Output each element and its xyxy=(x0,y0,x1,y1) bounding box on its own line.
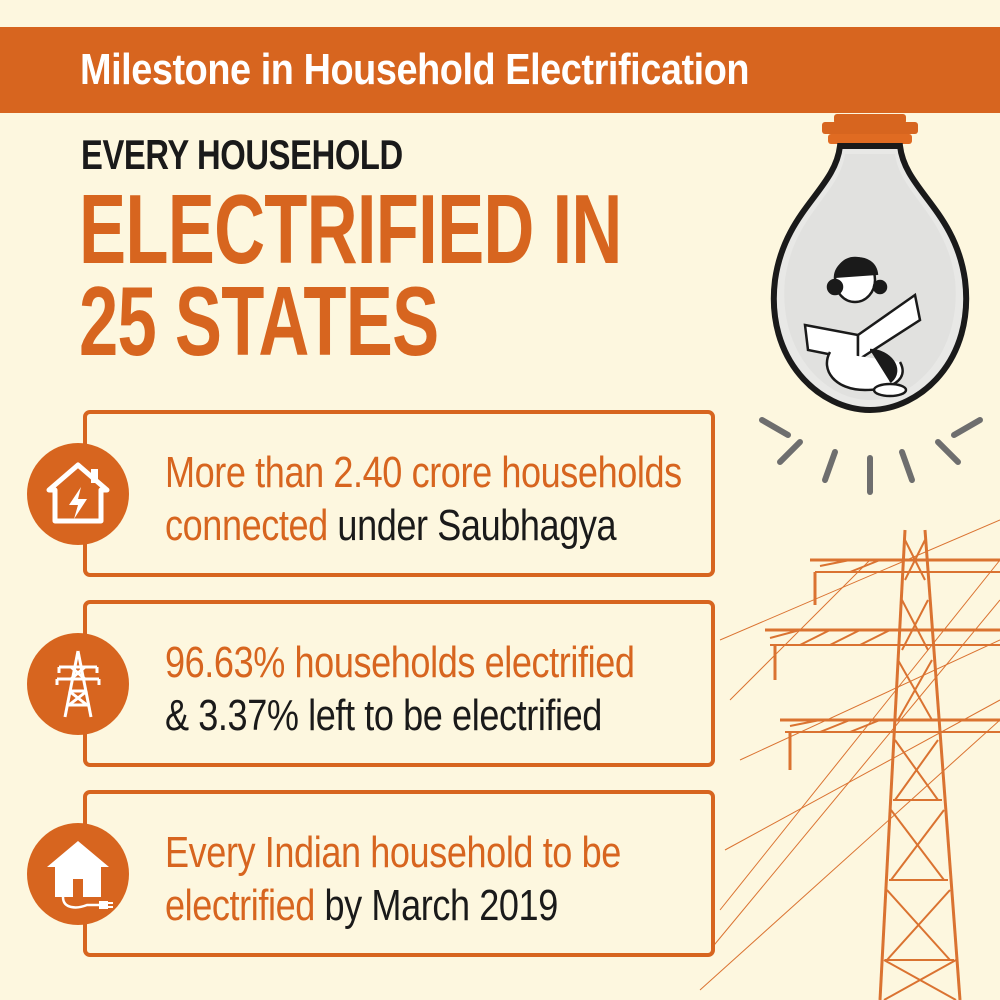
fact-highlight: connected xyxy=(165,501,328,550)
fact-detail: under Saubhagya xyxy=(327,501,617,550)
fact-card-text: More than 2.40 crore households connecte… xyxy=(165,446,682,552)
fact-highlight: 96.63% households electrified xyxy=(165,638,635,687)
fact-highlight: More than 2.40 crore households xyxy=(165,448,682,497)
fact-highlight: electrified xyxy=(165,881,315,930)
headline-line-2: ELECTRIFIED IN xyxy=(79,174,622,284)
house-lightning-icon xyxy=(27,443,129,545)
fact-card-households-connected: More than 2.40 crore households connecte… xyxy=(83,410,715,577)
title-bar: Milestone in Household Electrification xyxy=(0,27,1000,113)
fact-card-target-date: Every Indian household to be electrified… xyxy=(83,790,715,957)
fact-card-text: 96.63% households electrified & 3.37% le… xyxy=(165,636,657,742)
headline-main: ELECTRIFIED IN 25 STATES xyxy=(79,174,622,376)
headline-line-3: 25 STATES xyxy=(79,266,439,376)
fact-detail: & 3.37% left to be electrified xyxy=(165,691,602,740)
house-plug-icon xyxy=(27,823,129,925)
fact-card-electrified-percentage: 96.63% households electrified & 3.37% le… xyxy=(83,600,715,767)
transmission-tower-icon xyxy=(27,633,129,735)
light-bulb-illustration xyxy=(759,97,983,495)
page-title: Milestone in Household Electrification xyxy=(80,45,750,94)
girl-reading-illustration xyxy=(803,256,922,398)
headline-subtitle: EVERY HOUSEHOLD xyxy=(81,131,403,178)
fact-card-text: Every Indian household to be electrified… xyxy=(165,826,657,932)
fact-detail: by March 2019 xyxy=(314,881,559,930)
fact-highlight: Every Indian household to be xyxy=(165,828,621,877)
